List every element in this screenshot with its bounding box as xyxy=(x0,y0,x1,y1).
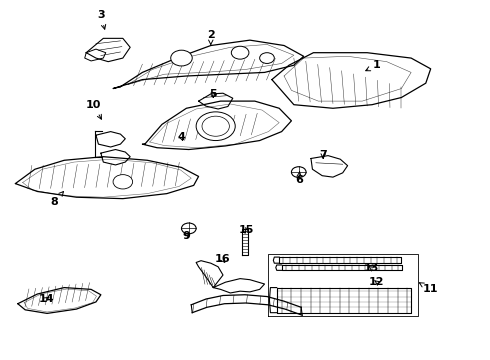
Circle shape xyxy=(113,175,133,189)
Text: 14: 14 xyxy=(38,294,54,304)
Text: 15: 15 xyxy=(239,225,254,235)
Text: 4: 4 xyxy=(177,132,185,142)
Text: 6: 6 xyxy=(295,172,303,185)
Text: 10: 10 xyxy=(86,100,101,119)
Polygon shape xyxy=(198,93,233,109)
Text: 5: 5 xyxy=(209,89,217,99)
Polygon shape xyxy=(311,156,347,177)
Polygon shape xyxy=(101,149,130,165)
Text: 3: 3 xyxy=(97,10,106,29)
Text: 2: 2 xyxy=(207,30,215,45)
Polygon shape xyxy=(143,101,292,149)
Circle shape xyxy=(181,223,196,234)
Polygon shape xyxy=(196,261,223,288)
Text: 9: 9 xyxy=(182,231,190,240)
Polygon shape xyxy=(18,288,101,314)
Text: 8: 8 xyxy=(50,192,64,207)
Polygon shape xyxy=(96,132,125,147)
Text: 16: 16 xyxy=(214,254,230,264)
Polygon shape xyxy=(272,53,431,108)
Text: 13: 13 xyxy=(364,263,379,273)
Polygon shape xyxy=(86,39,130,62)
Text: 12: 12 xyxy=(369,277,385,287)
Circle shape xyxy=(196,112,235,140)
Text: 7: 7 xyxy=(319,150,327,160)
Circle shape xyxy=(171,50,192,66)
Circle shape xyxy=(292,167,306,177)
Polygon shape xyxy=(113,40,304,89)
Circle shape xyxy=(202,116,229,136)
Text: 1: 1 xyxy=(366,60,381,71)
Circle shape xyxy=(260,53,274,63)
Polygon shape xyxy=(15,157,198,199)
Polygon shape xyxy=(242,229,248,255)
Text: 11: 11 xyxy=(419,283,439,294)
Polygon shape xyxy=(282,265,402,270)
Polygon shape xyxy=(213,279,265,293)
Polygon shape xyxy=(279,257,401,263)
Polygon shape xyxy=(277,288,411,313)
Circle shape xyxy=(231,46,249,59)
